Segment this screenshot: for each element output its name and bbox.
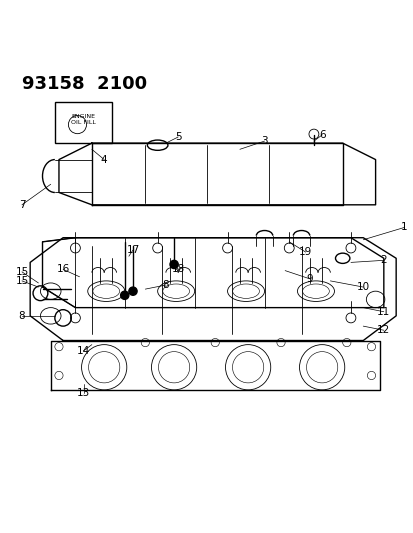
Text: 8: 8 [19, 311, 25, 321]
Bar [55, 102, 112, 143]
Circle shape [128, 287, 137, 295]
Text: 11: 11 [376, 306, 389, 317]
Circle shape [120, 291, 128, 300]
Text: 18: 18 [171, 264, 184, 274]
Text: 5: 5 [174, 132, 181, 142]
Text: 16: 16 [56, 264, 69, 274]
Text: 14: 14 [77, 346, 90, 356]
Text: 13: 13 [77, 387, 90, 398]
Text: 15: 15 [15, 267, 28, 277]
Text: 8: 8 [162, 280, 169, 290]
Circle shape [170, 260, 178, 269]
Text: 17: 17 [126, 245, 139, 255]
Text: ENGINE
OIL FILL: ENGINE OIL FILL [71, 114, 96, 125]
Text: 15: 15 [15, 276, 28, 286]
Text: 12: 12 [376, 325, 389, 335]
Text: 4: 4 [101, 155, 107, 165]
Text: 2: 2 [380, 255, 386, 265]
Text: 19: 19 [298, 247, 311, 257]
Text: 3: 3 [261, 136, 267, 146]
Text: 6: 6 [318, 130, 325, 140]
Text: 9: 9 [306, 274, 312, 284]
Text: 10: 10 [356, 282, 369, 292]
Text: 1: 1 [400, 222, 407, 232]
Text: 93158  2100: 93158 2100 [22, 75, 147, 93]
Text: 7: 7 [19, 200, 25, 210]
